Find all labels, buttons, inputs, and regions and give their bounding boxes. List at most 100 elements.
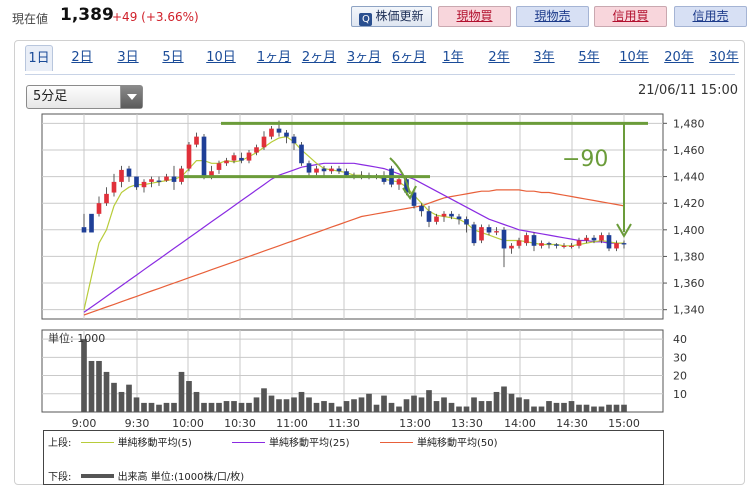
tab-1m[interactable]: 1ヶ月 (256, 50, 292, 65)
volume-bar (388, 402, 395, 412)
volume-bar (81, 339, 87, 412)
margin-sell-button[interactable]: 信用売 (674, 6, 747, 27)
tab-2y[interactable]: 2年 (488, 50, 510, 65)
volume-bar (621, 404, 627, 412)
candle-body (614, 243, 619, 249)
candle-body (276, 128, 282, 133)
volume-bar (291, 397, 297, 412)
candle-body (216, 163, 222, 170)
volume-bar (133, 397, 140, 412)
volume-bar (531, 406, 537, 412)
tab-3y[interactable]: 3年 (533, 50, 555, 65)
volume-tick-label: 30 (673, 351, 687, 364)
tab-1d[interactable]: 1日 (25, 45, 53, 71)
volume-bar (426, 390, 432, 412)
candle-body (381, 176, 387, 182)
candle-body (494, 231, 499, 233)
legend-volume: 出来高 単位:(1000株/口/枚) (117, 472, 245, 483)
volume-bar (156, 404, 162, 412)
volume-bar (508, 393, 515, 412)
candles (81, 120, 627, 268)
volume-bar (546, 401, 552, 412)
candle-body (584, 237, 589, 241)
volume-bar (381, 395, 387, 412)
refresh-price-button[interactable]: Q 株価更新 (351, 6, 432, 27)
volume-bar (343, 401, 350, 412)
legend-lower-label: 下段: (48, 472, 72, 483)
sma5-swatch (80, 442, 114, 443)
tab-1y[interactable]: 1年 (442, 50, 464, 65)
drop-arrow-head (616, 223, 632, 238)
tab-5y[interactable]: 5年 (578, 50, 600, 65)
trend-arrow-line (389, 157, 411, 195)
period-tabs: 1日 2日 3日 5日 10日 1ヶ月 2ヶ月 3ヶ月 6ヶ月 1年 2年 3年… (25, 45, 750, 75)
candle-body (291, 136, 297, 144)
legend-sma50-item: 単純移動平均(50) (374, 434, 498, 449)
legend-lower: 下段: 出来高 単位:(1000株/口/枚) (48, 468, 244, 483)
tab-10d[interactable]: 10日 (206, 50, 236, 65)
volume-bar (321, 401, 327, 412)
candle-body (516, 240, 522, 246)
volume-bar (118, 391, 125, 412)
volume-bar (396, 406, 402, 412)
tab-20y[interactable]: 20年 (664, 50, 694, 65)
volume-bar (613, 404, 620, 412)
time-tick-label: 14:00 (504, 417, 536, 430)
candle-body (561, 245, 567, 247)
price-change: +49 (+3.66%) (112, 10, 199, 24)
sma50-swatch (380, 442, 413, 443)
cash-sell-button[interactable]: 現物売 (516, 6, 589, 27)
interval-select-value: 5分足 (33, 89, 68, 104)
candle-body (606, 235, 612, 249)
tab-10y[interactable]: 10年 (619, 50, 649, 65)
tab-2m[interactable]: 2ヶ月 (301, 50, 337, 65)
tab-3m[interactable]: 3ヶ月 (346, 50, 382, 65)
volume-bar (186, 381, 192, 412)
tab-30y[interactable]: 30年 (709, 50, 739, 65)
interval-select[interactable]: 5分足 (26, 85, 143, 109)
volume-bar (171, 402, 177, 412)
volume-bar (178, 371, 185, 412)
current-price-label: 現在値 (12, 12, 49, 26)
trend-arrow-head (402, 185, 417, 200)
sma50-line (83, 189, 625, 316)
candle-body (621, 243, 627, 245)
candle-body (119, 169, 124, 182)
legend-sma25-item: 単純移動平均(25) (226, 434, 350, 449)
candle-body (509, 245, 514, 249)
volume-bar (126, 384, 132, 412)
price-tick-label: 1,420 (673, 197, 705, 210)
tab-5d[interactable]: 5日 (162, 50, 184, 65)
volume-bar (336, 406, 342, 412)
candle-body (89, 213, 94, 233)
volume-bar (418, 397, 425, 412)
volume-bar (606, 404, 612, 412)
volume-bar (201, 402, 207, 412)
cash-buy-button[interactable]: 現物買 (438, 6, 511, 27)
candle-body (539, 243, 544, 246)
time-tick-label: 11:30 (328, 417, 360, 430)
candle-body (329, 168, 334, 172)
tab-2d[interactable]: 2日 (71, 50, 93, 65)
volume-bar (103, 371, 110, 412)
tab-divider (25, 74, 735, 75)
volume-unit-label: 単位: 1000 (48, 331, 105, 345)
current-price-value: 1,389 (60, 5, 114, 25)
candle-body (254, 147, 259, 153)
volume-bar (486, 401, 492, 412)
volume-bar (366, 393, 372, 412)
tab-3d[interactable]: 3日 (117, 50, 139, 65)
volume-bar (298, 391, 305, 412)
drop-amount-label: −90 (562, 147, 608, 172)
legend-sma5: 単純移動平均(5) (117, 438, 192, 449)
candle-body (479, 227, 484, 241)
margin-buy-button[interactable]: 信用買 (594, 6, 667, 27)
candle-body (576, 240, 582, 246)
candle-body (554, 244, 559, 246)
candle-body (404, 179, 409, 193)
price-tick-label: 1,460 (673, 144, 705, 157)
tab-6m[interactable]: 6ヶ月 (391, 50, 427, 65)
candle-body (81, 227, 87, 233)
candle-body (149, 179, 154, 182)
candle-body (411, 192, 417, 206)
